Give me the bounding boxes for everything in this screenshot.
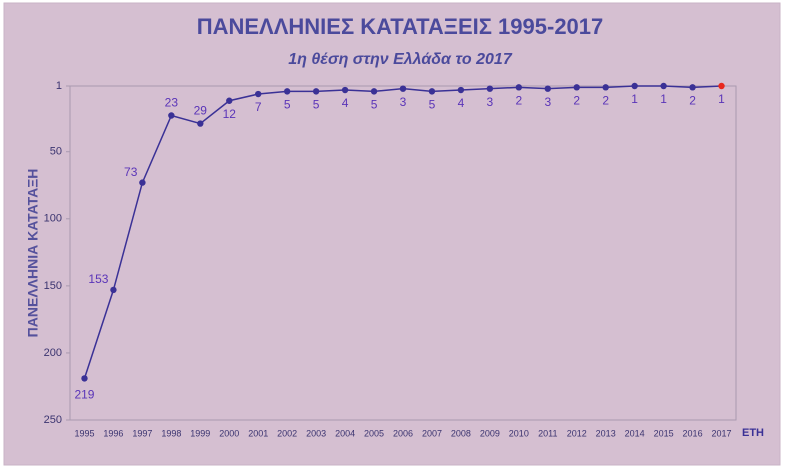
x-tick-label: 2010	[509, 428, 529, 438]
data-label: 2	[689, 94, 696, 108]
y-tick-label: 1	[56, 80, 62, 92]
point	[660, 82, 667, 90]
y-tick-label: 50	[50, 146, 62, 158]
data-label: 5	[371, 98, 378, 112]
y-axis-label: ΠΑΝΕΛΛΗΝΙΑ ΚΑΤΑΤΑΞΗ	[25, 169, 41, 338]
data-label: 29	[194, 104, 208, 118]
x-tick-label: 2003	[306, 428, 326, 438]
data-label: 2	[515, 94, 522, 108]
data-label: 5	[284, 98, 291, 112]
x-tick-label: 1998	[161, 428, 181, 438]
point	[197, 120, 204, 127]
point	[283, 88, 291, 95]
point	[515, 84, 523, 91]
x-tick-label: 2000	[219, 428, 239, 438]
data-label: 7	[255, 100, 262, 114]
data-label: 4	[342, 96, 349, 110]
chart-subtitle: 1η θέση στην Ελλάδα το 2017	[288, 51, 513, 68]
x-tick-label: 2001	[248, 428, 268, 438]
point	[139, 179, 146, 186]
x-tick-label: 2008	[451, 428, 471, 438]
point	[544, 85, 551, 92]
x-tick-label: 2014	[625, 428, 645, 438]
data-label: 4	[458, 96, 465, 110]
x-tick-label: 2015	[654, 428, 674, 438]
point	[718, 82, 725, 90]
x-tick-label: 2005	[364, 428, 384, 438]
point	[573, 84, 580, 91]
point	[110, 286, 117, 294]
x-tick-label: 2012	[567, 428, 587, 438]
x-tick-label: 1996	[103, 428, 123, 438]
plot-area	[69, 85, 737, 421]
x-axis-label: ΕΤΗ	[742, 427, 764, 439]
point	[168, 112, 175, 119]
point	[81, 375, 88, 382]
data-label: 23	[165, 96, 179, 110]
x-tick-label: 2011	[538, 428, 557, 438]
x-tick-label: 2017	[712, 428, 732, 438]
point	[226, 97, 233, 104]
x-tick-label: 1995	[74, 428, 94, 438]
x-tick-label: 2013	[596, 428, 616, 438]
x-tick-label: 2016	[683, 428, 703, 438]
data-label: 153	[88, 272, 108, 286]
x-tick-label: 2007	[422, 428, 442, 438]
point	[689, 84, 696, 91]
x-tick-label: 2009	[480, 428, 500, 438]
x-tick-label: 2004	[335, 428, 355, 438]
data-label: 2	[573, 94, 580, 108]
point	[399, 85, 407, 92]
data-label: 219	[74, 388, 94, 402]
data-label: 3	[400, 95, 407, 109]
data-label: 1	[660, 92, 667, 106]
x-tick-label: 2006	[393, 428, 413, 438]
data-label: 12	[223, 107, 237, 121]
y-tick-label: 200	[44, 347, 62, 359]
point	[428, 88, 436, 95]
y-tick-label: 100	[44, 213, 62, 225]
point	[341, 86, 349, 94]
data-label: 73	[124, 165, 138, 179]
data-label: 1	[631, 92, 638, 106]
point	[255, 90, 262, 98]
y-tick-label: 250	[44, 414, 62, 426]
x-tick-label: 1997	[132, 428, 152, 438]
data-label: 2	[602, 94, 609, 108]
point	[486, 85, 494, 92]
point	[457, 86, 465, 94]
data-label: 3	[544, 95, 551, 109]
chart-title: ΠΑΝΕΛΛΗΝΙΕΣ ΚΑΤΑΤΑΞΕΙΣ 1995-2017	[197, 14, 604, 39]
x-tick-label: 2002	[277, 428, 297, 438]
data-label: 5	[313, 98, 320, 112]
point	[312, 88, 320, 95]
data-label: 3	[487, 95, 494, 109]
data-label: 1	[718, 92, 725, 106]
point	[631, 82, 638, 90]
point	[602, 84, 609, 91]
point	[370, 88, 378, 95]
y-tick-label: 150	[44, 280, 62, 292]
data-label: 5	[429, 98, 436, 112]
x-tick-label: 1999	[190, 428, 210, 438]
